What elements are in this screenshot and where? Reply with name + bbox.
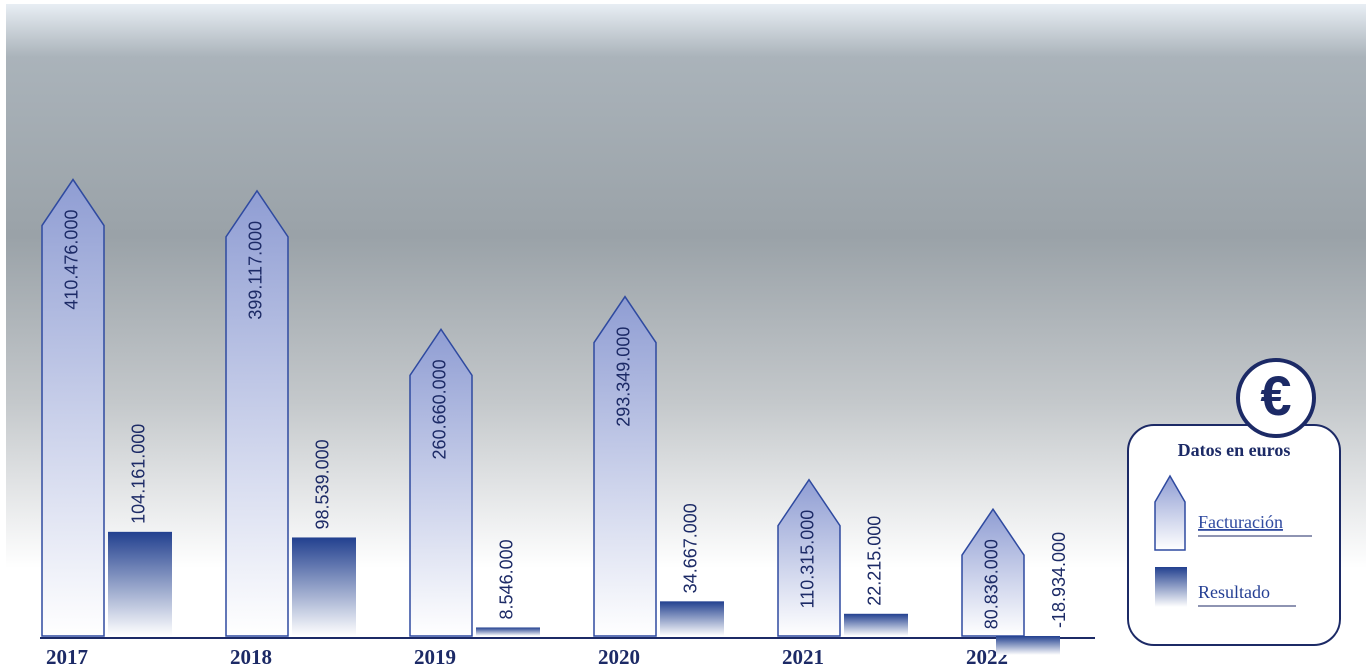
bar <box>660 601 724 636</box>
value-label: 80.836.000 <box>982 539 1002 629</box>
value-label: 98.539.000 <box>313 439 333 529</box>
legend-label: Resultado <box>1198 582 1270 602</box>
bar <box>996 636 1060 655</box>
legend-swatch <box>1155 567 1187 607</box>
value-label: 293.349.000 <box>614 327 634 427</box>
value-label: 8.546.000 <box>497 539 517 619</box>
arrow-bar <box>593 295 657 637</box>
x-tick-label: 2018 <box>230 645 272 668</box>
legend-swatch <box>1154 474 1186 551</box>
arrow-bar <box>777 478 841 637</box>
value-label: 110.315.000 <box>798 510 818 609</box>
x-tick-label: 2019 <box>414 645 456 668</box>
arrow-bar <box>225 189 289 637</box>
arrow-bar <box>409 327 473 637</box>
value-label: 34.667.000 <box>681 503 701 593</box>
value-label: 104.161.000 <box>129 424 149 524</box>
value-label: -18.934.000 <box>1049 532 1069 628</box>
arrow-bar <box>41 178 105 637</box>
x-tick-label: 2020 <box>598 645 640 668</box>
bar <box>844 613 908 636</box>
value-label: 399.117.000 <box>246 221 266 320</box>
value-label: 22.215.000 <box>865 516 885 606</box>
bar <box>476 627 540 636</box>
value-label: 260.660.000 <box>430 359 450 459</box>
x-tick-label: 2021 <box>782 645 824 668</box>
legend-label: Facturación <box>1198 512 1283 532</box>
legend-icon: € <box>1260 364 1291 427</box>
value-label: 410.476.000 <box>62 210 82 310</box>
bar <box>292 537 356 636</box>
legend-title: Datos en euros <box>1178 440 1291 460</box>
bar <box>108 531 172 636</box>
legend-icon-circle <box>1236 358 1316 438</box>
x-tick-label: 2017 <box>46 645 88 668</box>
